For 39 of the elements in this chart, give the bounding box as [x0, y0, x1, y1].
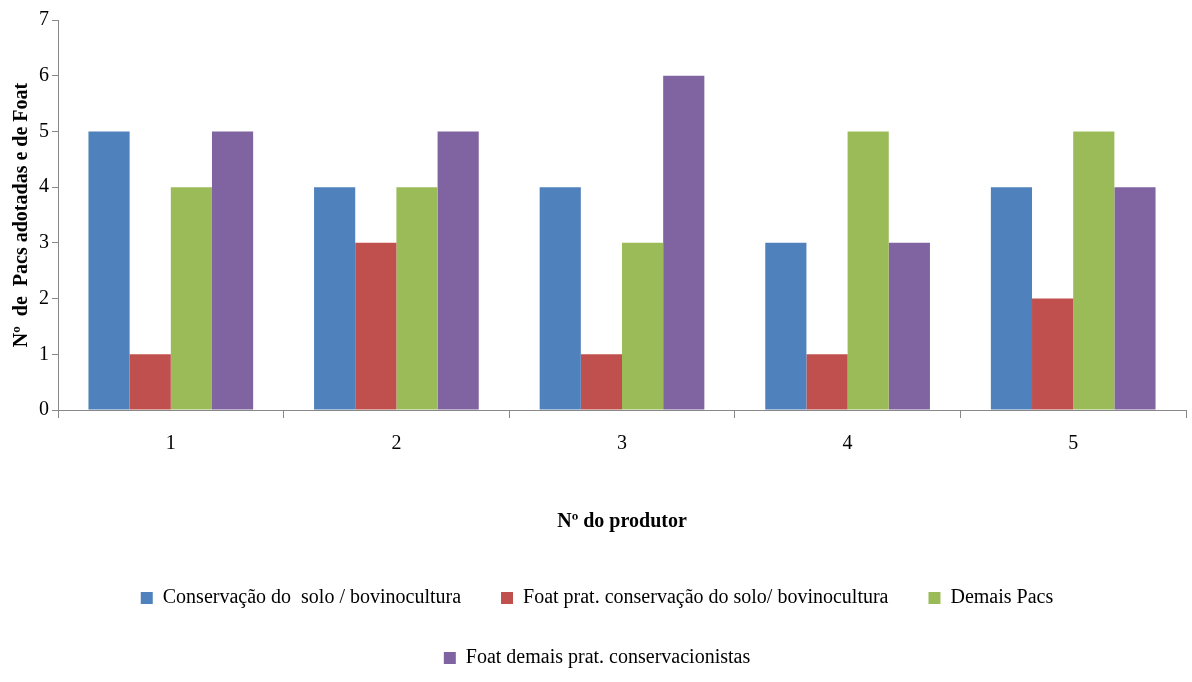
bar [355, 242, 397, 410]
y-tick-label: 0 [39, 397, 49, 420]
legend-label: Foat prat. conservação do solo/ bovinocultura [523, 585, 889, 609]
x-tick-label: 4 [842, 431, 853, 454]
bar [170, 187, 212, 410]
y-tick-label: 1 [39, 341, 49, 364]
bar [88, 131, 130, 410]
bar [396, 187, 438, 410]
bar [1032, 298, 1074, 410]
bar [990, 187, 1033, 410]
bar [622, 242, 664, 410]
bar [1114, 187, 1156, 410]
legend-label: Demais Pacs [950, 585, 1054, 608]
y-tick-label: 6 [39, 62, 49, 85]
bar [847, 131, 889, 410]
x-tick-label: 5 [1068, 431, 1079, 454]
bar [211, 131, 254, 410]
y-tick-label: 3 [39, 230, 49, 253]
x-tick-label: 3 [617, 431, 627, 454]
y-tick-label: 5 [39, 118, 49, 141]
bar [765, 242, 807, 410]
bar [314, 187, 356, 410]
legend-label: Foat demais prat. conservacionistas [465, 645, 751, 669]
x-axis-title: Nº do produtor [557, 509, 687, 533]
bar [806, 354, 848, 410]
y-axis-title: Nº de Pacs adotadas e de Foat [9, 82, 32, 348]
x-tick-label: 2 [391, 431, 402, 454]
bar [437, 131, 479, 410]
x-tick-label: 1 [165, 431, 176, 454]
legend-label: Conservação do solo / bovinocultura [162, 585, 462, 609]
y-tick-label: 2 [39, 285, 49, 308]
bar [539, 187, 581, 410]
bar [129, 354, 171, 410]
bar [1073, 131, 1115, 410]
y-tick-label: 7 [39, 7, 49, 30]
bar [663, 75, 705, 410]
bar [580, 354, 622, 410]
bar [888, 242, 930, 410]
y-tick-label: 4 [39, 174, 49, 197]
